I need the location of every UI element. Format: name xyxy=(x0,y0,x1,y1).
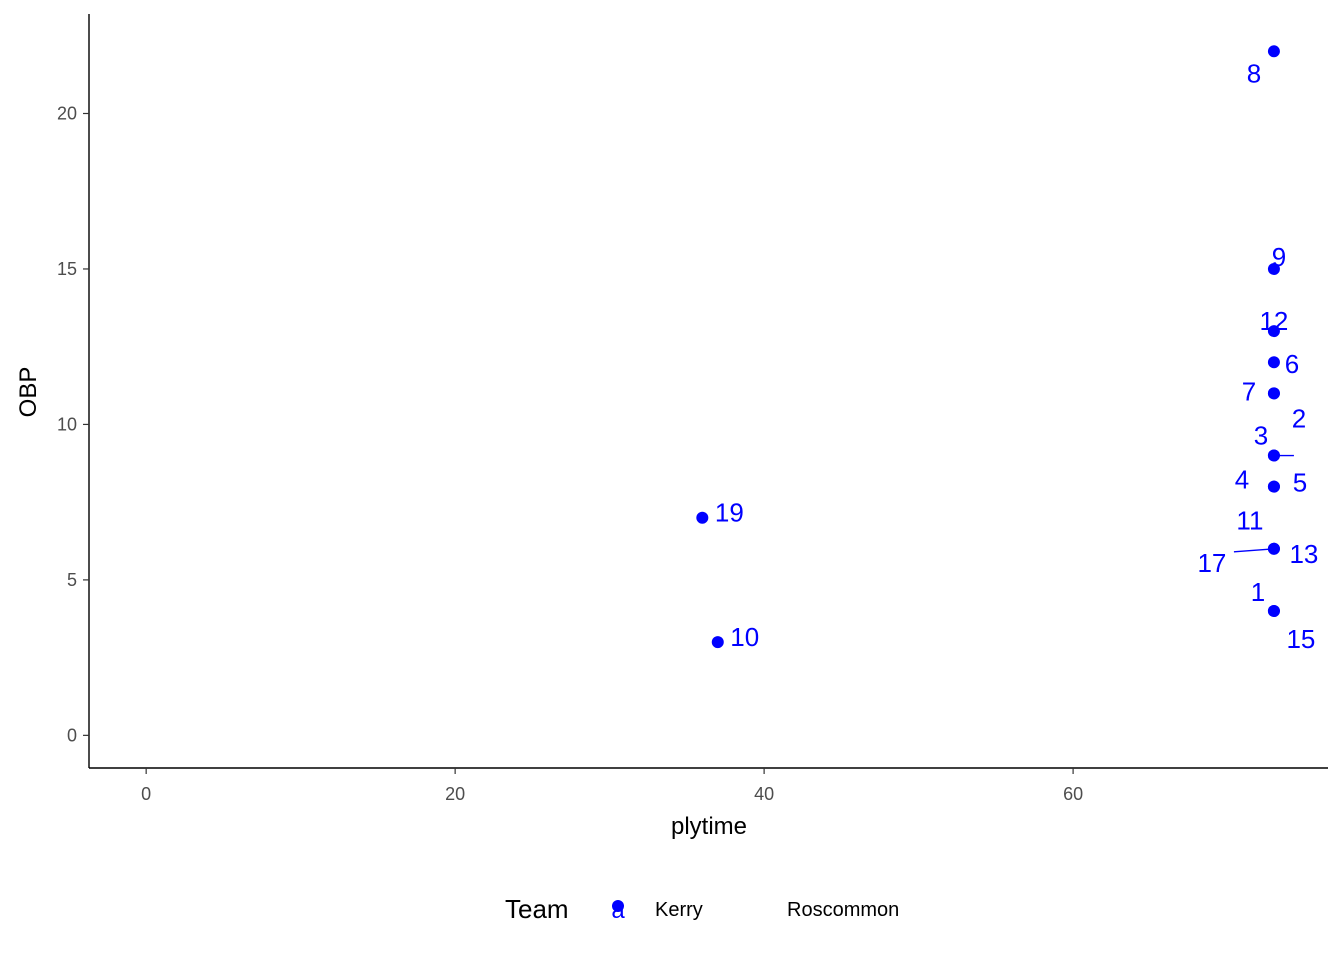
legend-title: Team xyxy=(505,894,569,924)
x-tick-label: 0 xyxy=(141,784,151,804)
point-label-6: 6 xyxy=(1285,349,1299,379)
legend: Team a Kerry Roscommon xyxy=(505,894,899,924)
data-points xyxy=(696,45,1280,649)
legend-key-point-kerry xyxy=(612,900,624,912)
data-point-11 xyxy=(1267,480,1280,493)
point-label-5: 5 xyxy=(1293,468,1307,498)
point-label-9: 9 xyxy=(1272,242,1286,272)
legend-key-glyph-kerry: a xyxy=(611,897,625,924)
legend-entry-kerry: Kerry xyxy=(655,899,703,921)
data-point-2 xyxy=(1267,387,1280,400)
y-tick-label: 10 xyxy=(57,414,77,434)
x-tick-label: 40 xyxy=(754,784,774,804)
y-tick-label: 15 xyxy=(57,259,77,279)
point-labels: 8 9 12 67 235 4 11 13 17 1 15 19 10 xyxy=(715,58,1319,654)
y-tick-label: 5 xyxy=(67,570,77,590)
point-label-12: 12 xyxy=(1259,306,1288,336)
label-connector xyxy=(1233,548,1274,553)
point-label-11: 11 xyxy=(1236,506,1263,536)
data-point-10 xyxy=(711,636,724,649)
data-point-15 xyxy=(1267,604,1280,617)
x-axis-title: plytime xyxy=(671,813,747,840)
legend-entry-roscommon: Roscommon xyxy=(787,899,899,921)
point-label-4: 4 xyxy=(1235,465,1249,495)
point-label-7: 7 xyxy=(1242,376,1256,406)
x-tick-label: 60 xyxy=(1063,784,1083,804)
data-point-12 xyxy=(1267,325,1280,338)
y-tick-label: 0 xyxy=(67,725,77,745)
point-label-8: 8 xyxy=(1247,58,1261,88)
point-label-15: 15 xyxy=(1286,624,1315,654)
point-label-3: 3 xyxy=(1254,421,1268,451)
y-tick-label: 20 xyxy=(57,103,77,123)
data-point-5 xyxy=(1267,449,1280,462)
point-label-1: 1 xyxy=(1251,577,1265,607)
data-point-17 xyxy=(1267,542,1280,555)
point-label-19: 19 xyxy=(715,498,744,528)
y-axis-title: OBP xyxy=(15,367,42,418)
point-label-13: 13 xyxy=(1289,539,1318,569)
data-point-19 xyxy=(696,511,709,524)
point-label-2: 2 xyxy=(1292,403,1306,433)
data-point-9 xyxy=(1267,262,1280,275)
data-point-8 xyxy=(1267,45,1280,58)
point-label-17: 17 xyxy=(1197,548,1226,578)
x-tick-label: 20 xyxy=(445,784,465,804)
data-point-6 xyxy=(1267,356,1280,369)
point-label-10: 10 xyxy=(730,622,759,652)
